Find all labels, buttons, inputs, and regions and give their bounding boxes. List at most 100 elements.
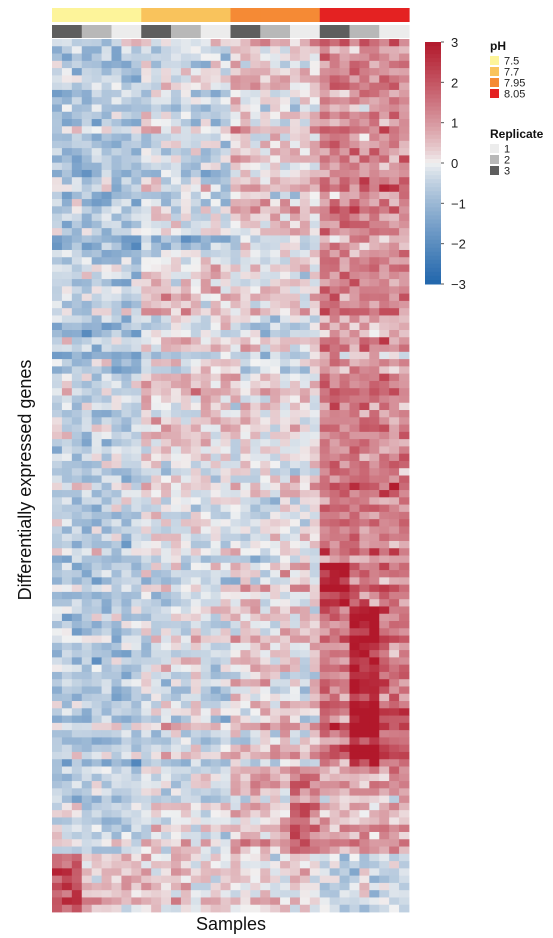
heatmap-cell [200, 111, 212, 120]
heatmap-cell [359, 75, 370, 84]
heatmap-cell [61, 366, 73, 375]
heatmap-cell [290, 802, 301, 811]
heatmap-cell [61, 679, 73, 687]
heatmap-cell [260, 264, 271, 273]
heatmap-cell [220, 679, 231, 687]
heatmap-cell [250, 482, 261, 491]
heatmap-cell [389, 330, 400, 338]
heatmap-cell [349, 228, 360, 236]
heatmap-cell [280, 737, 291, 746]
heatmap-cell [260, 446, 271, 455]
heatmap-cell [200, 380, 212, 389]
heatmap-cell [141, 155, 152, 164]
heatmap-cell [210, 177, 221, 185]
heatmap-cell [309, 417, 321, 425]
heatmap-cell [319, 861, 331, 869]
heatmap-cell [389, 475, 400, 484]
heatmap-cell [101, 562, 112, 571]
heatmap-cell [71, 497, 83, 506]
heatmap-cell [200, 279, 212, 287]
heatmap-cell [270, 359, 281, 367]
heatmap-cell [180, 126, 192, 134]
heatmap-cell [280, 824, 291, 833]
heatmap-cell [200, 162, 212, 171]
heatmap-cell [280, 337, 291, 345]
heatmap-cell [230, 169, 241, 178]
heatmap-cell [151, 424, 162, 433]
heatmap-cell [270, 60, 281, 69]
heatmap-cell [359, 613, 370, 622]
heatmap-cell [81, 330, 93, 338]
heatmap-cell [151, 853, 162, 862]
heatmap-cell [280, 802, 291, 811]
heatmap-cell [250, 490, 261, 498]
heatmap-cell [349, 388, 360, 396]
heatmap-cell [61, 635, 73, 644]
heatmap-cell [101, 657, 112, 666]
heatmap-cell [299, 810, 311, 818]
heatmap-cell [270, 657, 281, 666]
heatmap-cell [91, 82, 102, 91]
heatmap-cell [91, 650, 102, 658]
heatmap-cell [81, 853, 93, 862]
heatmap-cell [101, 846, 112, 855]
heatmap-cell [151, 635, 162, 644]
heatmap-cell [71, 475, 83, 484]
heatmap-cell [290, 417, 301, 425]
heatmap-cell [309, 591, 321, 600]
heatmap-cell [339, 904, 350, 913]
heatmap-cell [200, 359, 212, 367]
heatmap-cell [389, 155, 400, 164]
heatmap-cell [240, 519, 251, 527]
heatmap-cell [349, 606, 360, 615]
heatmap-cell [180, 904, 192, 913]
heatmap-cell [171, 39, 182, 47]
heatmap-cell [161, 140, 172, 149]
heatmap-cell [309, 155, 321, 164]
heatmap-cell [299, 766, 311, 775]
heatmap-cell [349, 337, 360, 345]
heatmap-cell [339, 111, 350, 120]
heatmap-cell [270, 751, 281, 760]
heatmap-cell [290, 555, 301, 564]
heatmap-cell [230, 75, 241, 84]
heatmap-cell [270, 46, 281, 54]
heatmap-cell [91, 511, 102, 520]
heatmap-cell [131, 890, 142, 898]
heatmap-cell [171, 337, 182, 345]
heatmap-cell [200, 169, 212, 178]
heatmap-cell [280, 868, 291, 877]
heatmap-cell [131, 293, 142, 302]
heatmap-cell [52, 322, 63, 331]
heatmap-cell [270, 279, 281, 287]
heatmap-cell [260, 773, 271, 782]
heatmap-cell [250, 824, 261, 833]
heatmap-cell [240, 853, 251, 862]
heatmap-cell [200, 395, 212, 404]
heatmap-cell [190, 410, 202, 418]
heatmap-cell [111, 97, 122, 105]
heatmap-cell [210, 126, 221, 134]
heatmap-cell [111, 228, 122, 236]
heatmap-cell [369, 68, 380, 76]
replicate-annotation-cell [230, 25, 261, 38]
heatmap-cell [71, 359, 83, 367]
heatmap-cell [190, 664, 202, 673]
heatmap-cell [339, 613, 350, 622]
heatmap-cell [190, 300, 202, 309]
heatmap-cell [81, 671, 93, 680]
heatmap-cell [359, 657, 370, 666]
heatmap-cell [359, 228, 370, 236]
heatmap-cell [280, 104, 291, 113]
heatmap-cell [280, 781, 291, 789]
heatmap-cell [111, 308, 122, 316]
heatmap-cell [180, 177, 192, 185]
heatmap-cell [339, 701, 350, 709]
heatmap-cell [369, 366, 380, 375]
heatmap-cell [210, 613, 221, 622]
heatmap-cell [369, 788, 380, 797]
heatmap-cell [180, 475, 192, 484]
heatmap-cell [52, 235, 63, 244]
heatmap-cell [121, 802, 132, 811]
heatmap-cell [250, 242, 261, 251]
